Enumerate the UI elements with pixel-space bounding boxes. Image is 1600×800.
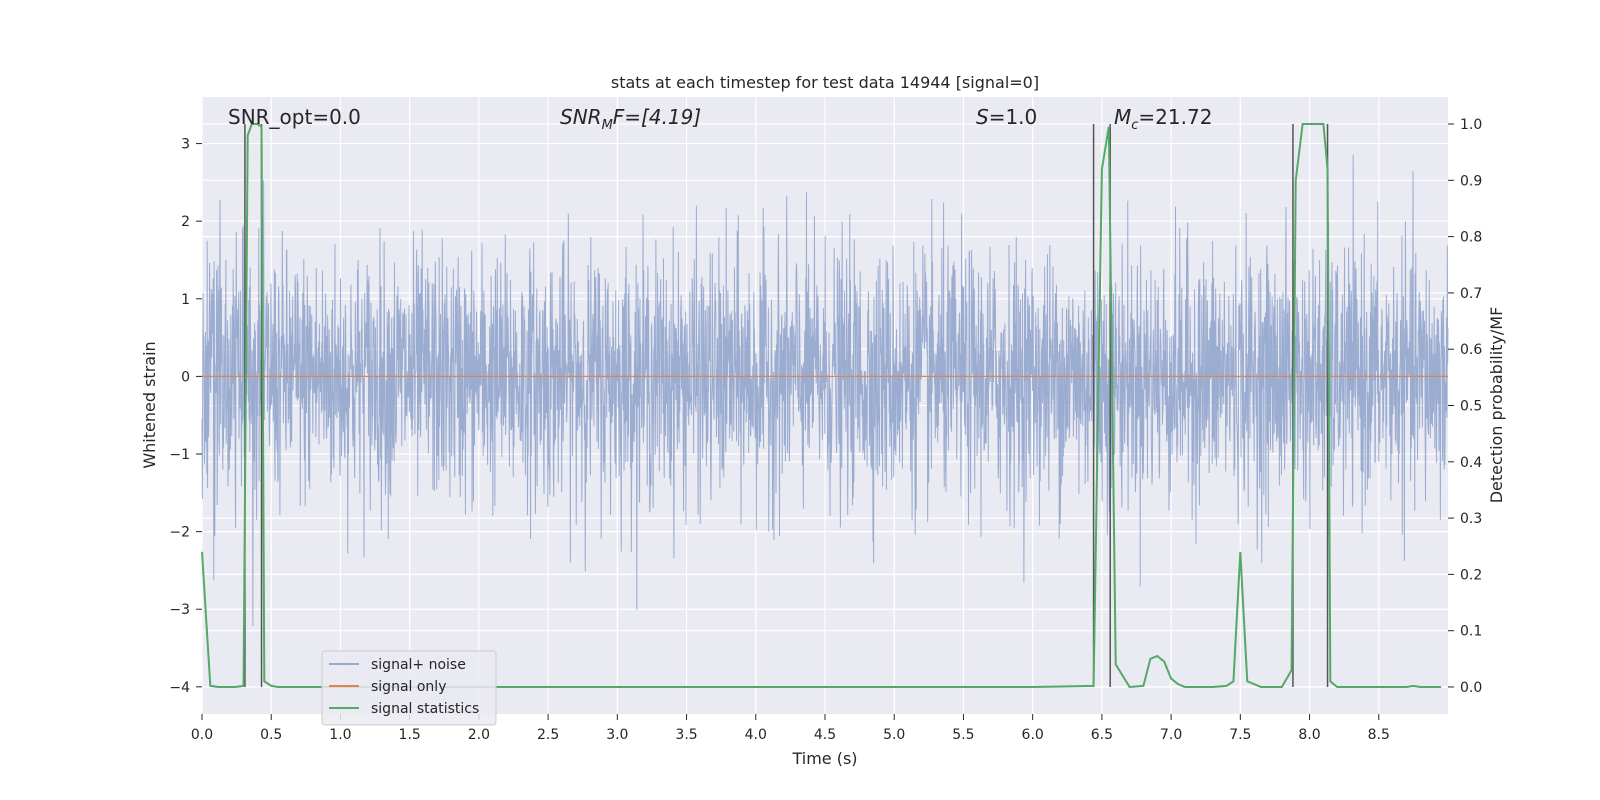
x-tick-label: 2.5 [537, 727, 559, 743]
annotation-s: S=1.0 [976, 105, 1037, 129]
x-tick-label: 1.5 [399, 727, 421, 743]
x-tick-label: 4.5 [814, 727, 836, 743]
legend: signal+ noise signal only signal statist… [321, 650, 497, 726]
y-axis-right-label: Detection probability/MF [1487, 307, 1506, 504]
y-right-tick-label: 0.6 [1460, 342, 1482, 358]
legend-label-signal: signal only [371, 679, 446, 695]
y-axis-ticks: 3 2 1 0 −1 −2 −3 −4 [169, 137, 202, 696]
y-right-tick-label: 0.0 [1460, 680, 1482, 696]
x-tick-label: 7.0 [1160, 727, 1182, 743]
x-tick-label: 8.0 [1298, 727, 1320, 743]
legend-label-stats: signal statistics [371, 701, 479, 717]
legend-box [321, 650, 497, 726]
chart-title: stats at each timestep for test data 149… [611, 73, 1039, 92]
y-right-tick-label: 1.0 [1460, 117, 1482, 133]
annotation-snr-mf: SNRMF=[4.19] [560, 105, 701, 133]
y-tick-label: 3 [181, 137, 190, 153]
annotation-snr-opt: SNR_opt=0.0 [228, 105, 361, 129]
x-axis-label: Time (s) [791, 749, 857, 768]
y-axis-label: Whitened strain [140, 341, 159, 468]
noise-trace [201, 155, 1449, 627]
x-tick-label: 6.5 [1091, 727, 1113, 743]
x-tick-label: 5.5 [952, 727, 974, 743]
y-tick-label: 0 [181, 369, 190, 385]
x-tick-label: 0.5 [260, 727, 282, 743]
x-tick-label: 0.0 [191, 727, 213, 743]
x-tick-label: 2.0 [468, 727, 490, 743]
y-right-tick-label: 0.5 [1460, 399, 1482, 415]
y-tick-label: 2 [181, 214, 190, 230]
y-tick-label: −3 [169, 602, 190, 618]
x-tick-label: 6.0 [1022, 727, 1044, 743]
annotation-mc: Mc=21.72 [1114, 105, 1212, 133]
y-axis-right-ticks: 1.0 0.9 0.8 0.7 0.6 0.5 0.4 0.3 0.2 0.1 0.0 [1448, 117, 1482, 696]
x-tick-label: 3.0 [606, 727, 628, 743]
y-tick-label: 1 [181, 292, 190, 308]
y-right-tick-label: 0.3 [1460, 511, 1482, 527]
x-tick-label: 8.5 [1368, 727, 1390, 743]
y-right-tick-label: 0.8 [1460, 230, 1482, 246]
legend-label-noise: signal+ noise [371, 657, 466, 673]
y-tick-label: −2 [169, 525, 190, 541]
y-right-tick-label: 0.9 [1460, 173, 1482, 189]
x-tick-label: 1.0 [329, 727, 351, 743]
y-tick-label: −4 [169, 680, 190, 696]
x-axis-ticks: 0.0 0.5 1.0 1.5 2.0 2.5 3.0 3.5 4.0 4.5 5.0 5.5 6.0 6… [191, 714, 1390, 743]
y-right-tick-label: 0.7 [1460, 286, 1482, 302]
x-tick-label: 3.5 [675, 727, 697, 743]
x-tick-label: 4.0 [745, 727, 767, 743]
y-right-tick-label: 0.4 [1460, 455, 1482, 471]
series-signal-noise [201, 155, 1449, 627]
y-tick-label: −1 [169, 447, 190, 463]
y-right-tick-label: 0.1 [1460, 624, 1482, 640]
series-signal-statistics [201, 123, 1442, 689]
x-tick-label: 5.0 [883, 727, 905, 743]
x-tick-label: 7.5 [1229, 727, 1251, 743]
y-right-tick-label: 0.2 [1460, 567, 1482, 583]
